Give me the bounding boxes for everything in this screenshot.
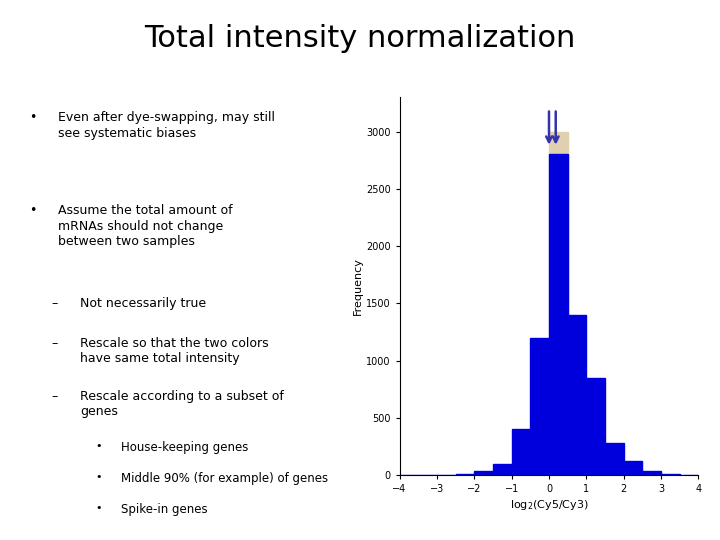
Text: House-keeping genes: House-keeping genes bbox=[121, 441, 248, 454]
Bar bbox=[474, 471, 493, 475]
Text: •: • bbox=[95, 503, 102, 513]
Text: Not necessarily true: Not necessarily true bbox=[81, 297, 207, 310]
Text: Rescale so that the two colors
have same total intensity: Rescale so that the two colors have same… bbox=[81, 337, 269, 366]
Bar bbox=[549, 154, 567, 475]
Bar bbox=[567, 381, 586, 475]
Bar bbox=[549, 132, 567, 475]
Y-axis label: Frequency: Frequency bbox=[353, 257, 363, 315]
Bar bbox=[586, 378, 605, 475]
Text: •: • bbox=[95, 441, 102, 451]
Text: •: • bbox=[29, 204, 36, 217]
Bar bbox=[624, 462, 642, 475]
Bar bbox=[531, 338, 549, 475]
Bar bbox=[586, 456, 605, 475]
Text: –: – bbox=[51, 297, 57, 310]
Text: •: • bbox=[29, 111, 36, 124]
Text: –: – bbox=[51, 337, 57, 350]
X-axis label: log$_2$(Cy5/Cy3): log$_2$(Cy5/Cy3) bbox=[510, 498, 588, 512]
Text: Even after dye-swapping, may still
see systematic biases: Even after dye-swapping, may still see s… bbox=[58, 111, 275, 139]
Bar bbox=[661, 474, 680, 475]
Bar bbox=[642, 471, 661, 475]
Text: Assume the total amount of
mRNAs should not change
between two samples: Assume the total amount of mRNAs should … bbox=[58, 204, 233, 248]
Text: Middle 90% (for example) of genes: Middle 90% (for example) of genes bbox=[121, 472, 328, 485]
Text: Rescale according to a subset of
genes: Rescale according to a subset of genes bbox=[81, 390, 284, 418]
Text: •: • bbox=[95, 472, 102, 482]
Bar bbox=[567, 315, 586, 475]
Bar bbox=[605, 469, 624, 475]
Bar bbox=[624, 474, 642, 475]
Bar bbox=[493, 464, 512, 475]
Bar bbox=[605, 443, 624, 475]
Text: Spike-in genes: Spike-in genes bbox=[121, 503, 207, 516]
Bar bbox=[456, 474, 474, 475]
Text: –: – bbox=[51, 390, 57, 403]
Text: Total intensity normalization: Total intensity normalization bbox=[144, 24, 576, 53]
Bar bbox=[512, 429, 531, 475]
